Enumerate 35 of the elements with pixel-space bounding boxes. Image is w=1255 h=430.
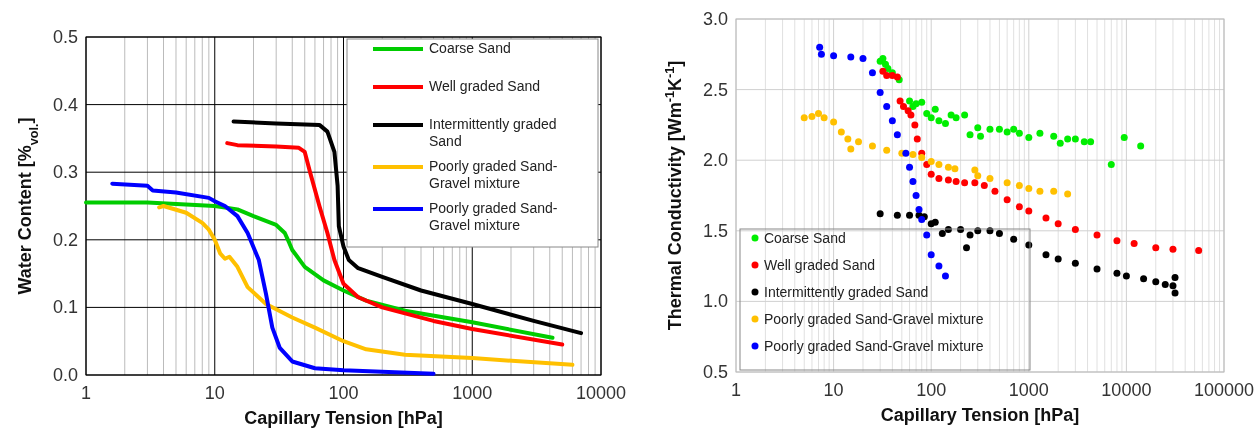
legend-label: Intermittently graded Sand	[429, 116, 557, 149]
legend-label: Poorly graded Sand-Gravel mixture	[764, 338, 984, 354]
x-tick-label: 100	[916, 380, 947, 400]
y-tick-label: 0.5	[52, 27, 78, 47]
legend-label: Poorly graded Sand-Gravel mixture	[429, 200, 558, 233]
x-tick-label: 10	[823, 380, 844, 400]
x-tick-label: 1	[730, 380, 742, 400]
legend-label: Well graded Sand	[764, 257, 876, 273]
y-tick-label: 0.1	[52, 297, 78, 318]
y-tick-label: 1.0	[702, 291, 728, 312]
y-tick-label: 0.2	[52, 229, 78, 250]
y-tick-label: 0.4	[52, 94, 78, 115]
x-tick-label: 100	[328, 383, 359, 403]
x-tick-label: 10000	[1101, 380, 1152, 400]
legend-label: Poorly graded Sand-Gravel mixture	[429, 158, 558, 191]
legend-label: Well graded Sand	[429, 78, 541, 94]
x-axis-title: Capillary Tension [hPa]	[880, 405, 1080, 425]
x-axis-title: Capillary Tension [hPa]	[244, 408, 443, 428]
x-tick-label: 10000	[575, 383, 627, 403]
legend-label: Poorly graded Sand-Gravel mixture	[764, 311, 984, 327]
y-tick-label: 0.0	[52, 365, 78, 385]
legend-label: Coarse Sand	[429, 40, 511, 56]
y-tick-label: 0.3	[52, 162, 78, 183]
y-tick-label: 2.5	[702, 79, 728, 100]
y-tick-label: 2.0	[702, 150, 728, 171]
y-tick-label: 3.0	[702, 9, 728, 29]
y-tick-label: 0.5	[702, 362, 728, 382]
x-tick-label: 1000	[452, 383, 493, 403]
y-tick-label: 1.5	[702, 220, 728, 241]
x-tick-label: 10	[204, 383, 225, 403]
legend-label: Intermittently graded Sand	[764, 284, 929, 300]
x-tick-label: 100000	[1193, 380, 1255, 400]
x-tick-label: 1	[80, 383, 92, 403]
x-tick-label: 1000	[1008, 380, 1049, 400]
legend-label: Coarse Sand	[764, 230, 846, 246]
